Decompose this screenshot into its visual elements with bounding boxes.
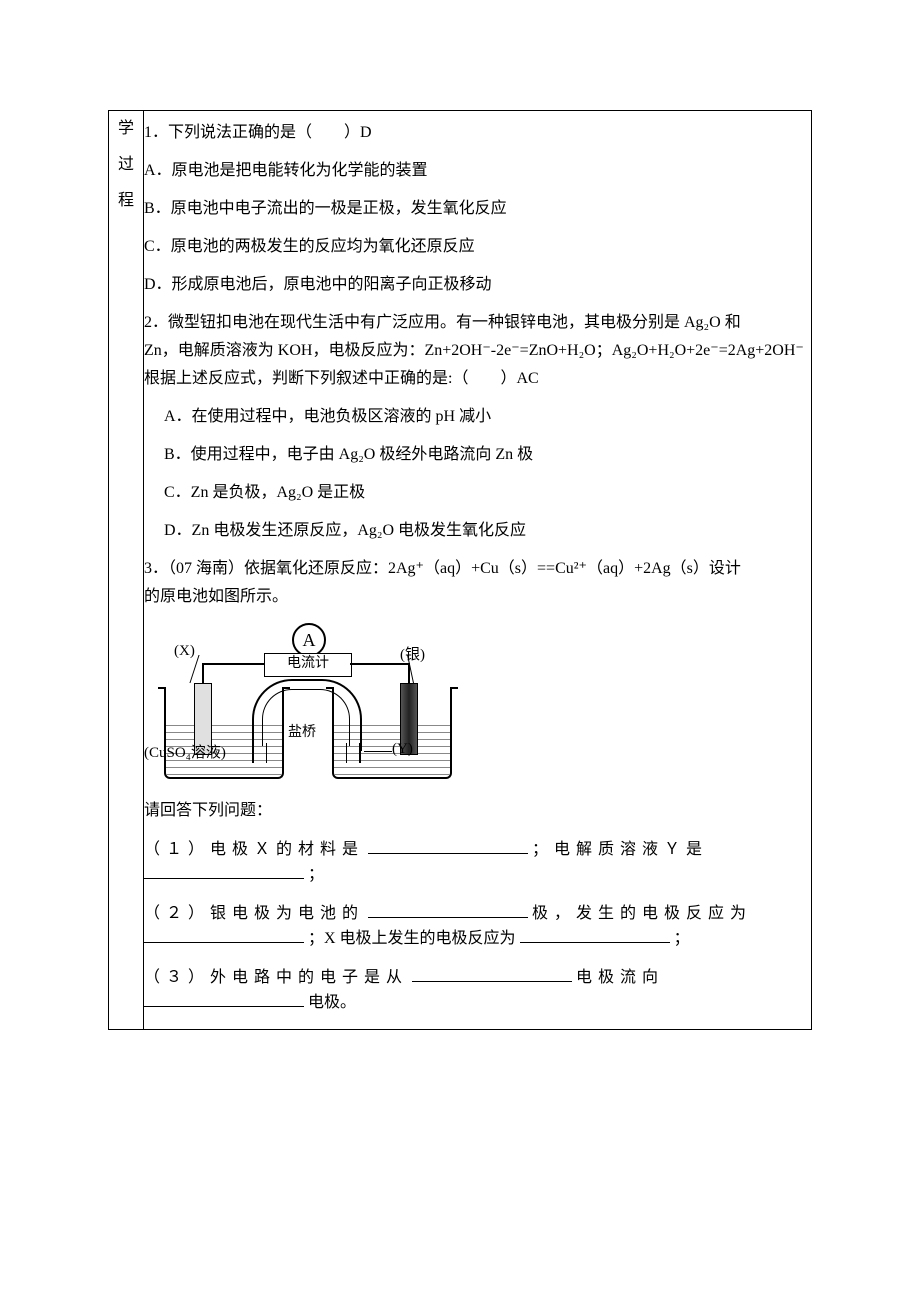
q3-sub1: （１）电极Ｘ的材料是 ；电解质溶液Ｙ是 ；	[144, 837, 811, 887]
q1-option-d: D．形成原电池后，原电池中的阳离子向正极移动	[144, 273, 811, 297]
q3-line1: 3．（07 海南）依据氧化还原反应：2Ag⁺（aq）+Cu（s）==Cu²⁺（a…	[144, 557, 811, 581]
text: （１）电极Ｘ的材料是	[144, 841, 364, 858]
margin-char: 程	[109, 183, 143, 219]
margin-column: 学 过 程	[109, 111, 144, 1030]
q1-stem: 1．下列说法正确的是（ ）D	[144, 121, 811, 145]
blank	[368, 901, 528, 918]
margin-char: 学	[109, 111, 143, 147]
q1-option-b: B．原电池中电子流出的一极是正极，发生氧化反应	[144, 197, 811, 221]
q1-option-a: A．原电池是把电能转化为化学能的装置	[144, 159, 811, 183]
text: （２）银电极为电池的	[144, 905, 364, 922]
q3-line2: 的原电池如图所示。	[144, 585, 811, 609]
blank	[368, 837, 528, 854]
cell-diagram: A 电流计	[144, 623, 454, 789]
text: （３）外电路中的电子是从	[144, 969, 408, 986]
q2-option-d: D．Zn 电极发生还原反应，Ag₂O 电极发生氧化反应	[144, 519, 811, 543]
label-y: (Y)	[392, 741, 413, 758]
pointer-line	[364, 751, 392, 752]
q3-sub3: （３）外电路中的电子是从 电极流向 电极。	[144, 965, 811, 1015]
text: ；电解质溶液Ｙ是	[532, 841, 708, 858]
ammeter-icon: A	[292, 623, 326, 657]
body-column: 1．下列说法正确的是（ ）D A．原电池是把电能转化为化学能的装置 B．原电池中…	[144, 111, 812, 1030]
blank	[144, 926, 304, 943]
blank	[144, 862, 304, 879]
q2-option-a: A．在使用过程中，电池负极区溶液的 pH 减小	[144, 405, 811, 429]
q2-option-c: C．Zn 是负极，Ag₂O 是正极	[144, 481, 811, 505]
text: 电极流向	[576, 969, 664, 986]
salt-bridge-label: 盐桥	[288, 721, 316, 741]
wire	[202, 663, 264, 665]
q2-line3: 根据上述反应式，判断下列叙述中正确的是:（ ）AC	[144, 367, 811, 391]
q3-after: 请回答下列问题：	[144, 799, 811, 823]
content-table: 学 过 程 1．下列说法正确的是（ ）D A．原电池是把电能转化为化学能的装置 …	[108, 110, 812, 1030]
salt-bridge-leg	[346, 743, 361, 763]
q2-line1: 2．微型钮扣电池在现代生活中有广泛应用。有一种银锌电池，其电极分别是 Ag₂O …	[144, 311, 811, 335]
q3-sub2: （２）银电极为电池的 极，发生的电极反应为 ；X 电极上发生的电极反应为 ；	[144, 901, 811, 951]
blank	[520, 926, 670, 943]
margin-char: 过	[109, 147, 143, 183]
text: 极，发生的电极反应为	[532, 905, 752, 922]
q2-line2: Zn，电解质溶液为 KOH，电极反应为：Zn+2OH⁻-2e⁻=ZnO+H₂O；…	[144, 339, 811, 363]
text: 电极。	[308, 994, 356, 1011]
salt-bridge-leg	[252, 743, 267, 763]
ammeter-label: 电流计	[264, 653, 352, 677]
q2-option-b: B．使用过程中，电子由 Ag₂O 极经外电路流向 Zn 极	[144, 443, 811, 467]
text: ；	[308, 866, 324, 883]
label-cuso4: (CuSO₄溶液)	[144, 741, 226, 762]
blank	[412, 965, 572, 982]
text: ；	[674, 930, 690, 947]
page: 学 过 程 1．下列说法正确的是（ ）D A．原电池是把电能转化为化学能的装置 …	[0, 0, 920, 1302]
q1-option-c: C．原电池的两极发生的反应均为氧化还原反应	[144, 235, 811, 259]
label-x: (X)	[174, 643, 195, 660]
blank	[144, 990, 304, 1007]
text: ；X 电极上发生的电极反应为	[308, 930, 516, 947]
